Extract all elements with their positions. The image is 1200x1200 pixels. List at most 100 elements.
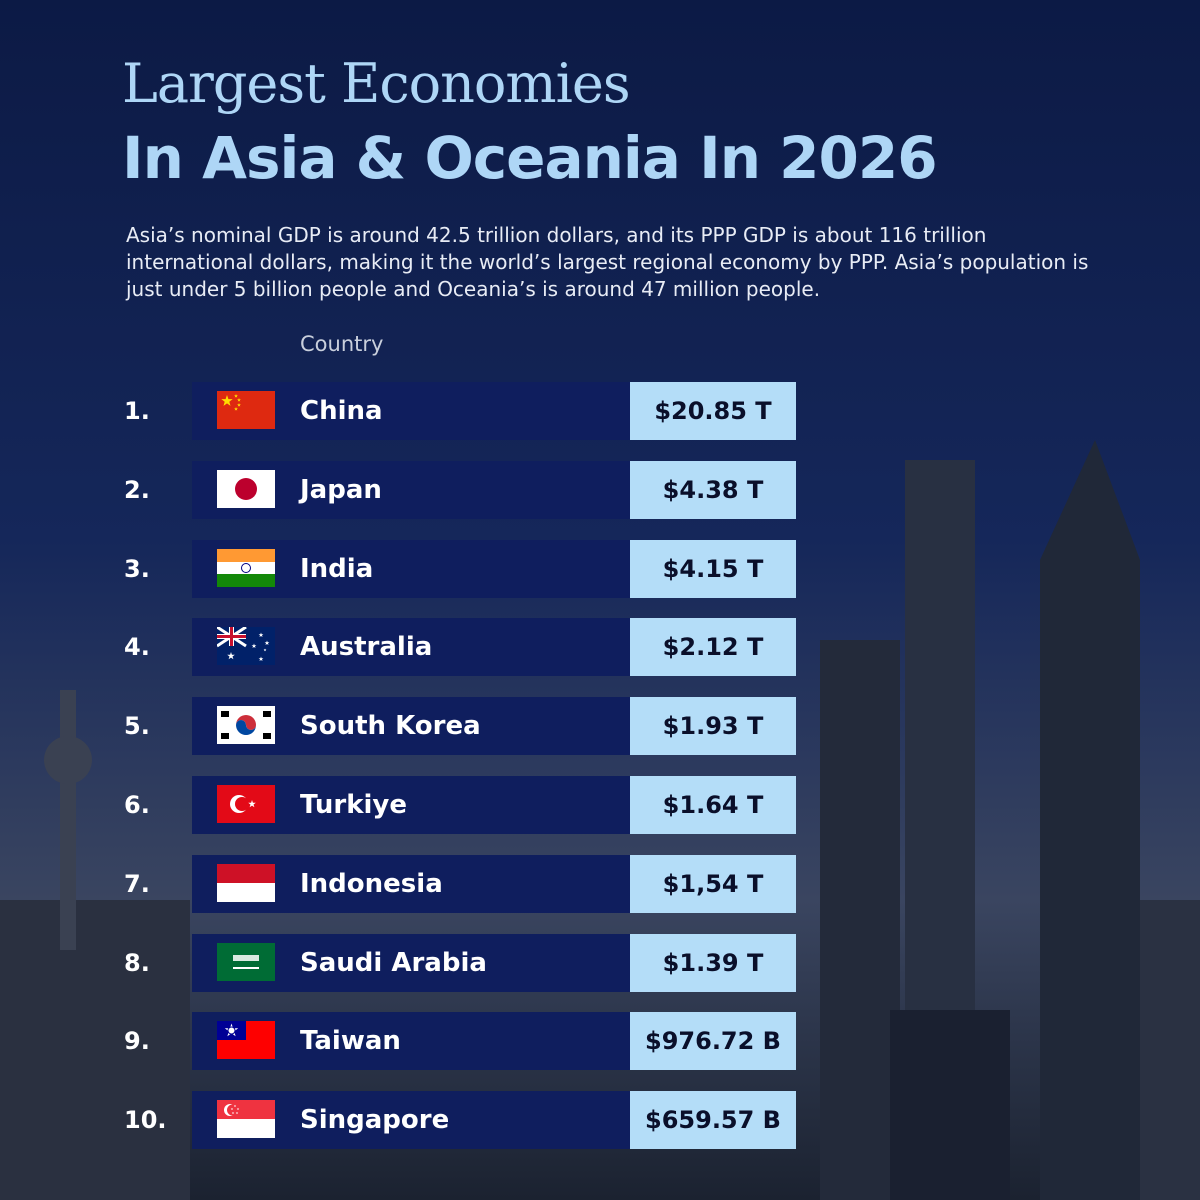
- table-row: 2. Japan $4.38 T: [0, 460, 1200, 519]
- flag-shape: [233, 966, 259, 969]
- flag: [217, 1100, 275, 1139]
- country-name: Taiwan: [300, 1026, 401, 1057]
- flag-shape: [236, 1107, 240, 1111]
- flag-shape: [217, 942, 275, 981]
- flag-shape: [236, 715, 256, 731]
- tower-sphere: [44, 736, 92, 784]
- flag-shape: [221, 711, 229, 718]
- rank: 3.: [124, 554, 150, 583]
- flag-shape: [258, 656, 264, 662]
- flag: [217, 391, 275, 429]
- rank: 4.: [124, 633, 150, 662]
- country-name: Australia: [300, 632, 433, 663]
- flag-shape: [231, 1111, 235, 1115]
- flag: [217, 785, 275, 823]
- building: [890, 1010, 1010, 1200]
- country-name: Turkiye: [300, 790, 407, 820]
- table-row: 6. Turkiye $1.64 T: [0, 776, 1200, 834]
- flag-shape: [234, 407, 238, 411]
- gdp-value: $4.15 T: [630, 539, 796, 598]
- flag-shape: [217, 573, 275, 587]
- gdp-value: $1.93 T: [630, 697, 796, 756]
- table-row: 3. India $4.15 T: [0, 539, 1200, 598]
- flag: [217, 548, 275, 587]
- flag-shape: [248, 800, 256, 808]
- flag: [217, 863, 275, 902]
- description: Asia’s nominal GDP is around 42.5 trilli…: [126, 223, 1089, 301]
- country-name: Japan: [300, 474, 382, 505]
- building: [1040, 440, 1140, 1200]
- flag-shape: [251, 643, 257, 649]
- flag: [217, 942, 275, 981]
- flag-shape: [237, 403, 241, 407]
- flag-shape: [241, 562, 251, 573]
- country-name: South Korea: [300, 711, 481, 742]
- flag-shape: [217, 882, 275, 902]
- country-name: India: [300, 553, 374, 584]
- flag-shape: [234, 394, 238, 398]
- gdp-value: $976.72 B: [630, 1012, 796, 1071]
- flag-shape: [217, 391, 275, 429]
- flag-shape: [233, 1104, 237, 1108]
- rank: 9.: [124, 1027, 150, 1056]
- flag-shape: [233, 954, 259, 961]
- title-line-2: In Asia & Oceania In 2026: [122, 124, 938, 192]
- flag-shape: [235, 477, 257, 500]
- flag-shape: [217, 548, 275, 562]
- flag-shape: [221, 395, 233, 406]
- rank: 5.: [124, 712, 150, 741]
- flag-shape: [235, 797, 249, 811]
- building: [0, 900, 190, 1200]
- flag-shape: [221, 733, 229, 740]
- flag: [217, 627, 275, 666]
- rank: 1.: [124, 397, 150, 425]
- country-name: China: [300, 396, 383, 426]
- flag-shape: [227, 652, 235, 660]
- rank: 10.: [124, 1106, 167, 1135]
- gdp-value: $1,54 T: [630, 854, 796, 913]
- gdp-value: $20.85 T: [630, 382, 796, 440]
- column-header: Country: [300, 332, 384, 356]
- flag-shape: [230, 1107, 234, 1111]
- flag-shape: [217, 863, 275, 883]
- flag-shape: [236, 720, 256, 736]
- table-row: 8. Saudi Arabia $1.39 T: [0, 933, 1200, 992]
- flag-shape: [263, 733, 271, 740]
- flag-shape: [217, 561, 275, 574]
- building: [1140, 900, 1200, 1200]
- flag: [217, 469, 275, 508]
- table-row: 10. Singapore $659.57 B: [0, 1091, 1200, 1150]
- table-row: 9. Taiwan $976.72 B: [0, 1012, 1200, 1071]
- gdp-value: $1.39 T: [630, 933, 796, 992]
- table-row: 5. South Korea $1.93 T: [0, 697, 1200, 756]
- flag-shape: [263, 711, 271, 718]
- gdp-value: $4.38 T: [630, 460, 796, 519]
- country-name: Saudi Arabia: [300, 947, 487, 978]
- flag-shape: [258, 632, 264, 638]
- country-name: Singapore: [300, 1105, 450, 1136]
- gdp-value: $1.64 T: [630, 776, 796, 834]
- country-name: Indonesia: [300, 868, 443, 899]
- flag-shape: [263, 648, 267, 652]
- table-row: 4. Australia $2.12 T: [0, 618, 1200, 677]
- flag-shape: [227, 1026, 236, 1035]
- gdp-value: $659.57 B: [630, 1091, 796, 1150]
- flag-shape: [237, 398, 241, 402]
- title-line-1: Largest Economies: [122, 52, 631, 115]
- rank: 7.: [124, 869, 150, 898]
- gdp-value: $2.12 T: [630, 618, 796, 677]
- table-row: 7. Indonesia $1,54 T: [0, 854, 1200, 913]
- flag: [217, 1021, 275, 1060]
- rank: 8.: [124, 948, 150, 977]
- flag-shape: [235, 1111, 239, 1115]
- flag-shape: [227, 1104, 238, 1116]
- rank: 6.: [124, 791, 150, 819]
- rank: 2.: [124, 475, 150, 504]
- building: [820, 640, 900, 1200]
- flag-shape: [217, 635, 246, 639]
- flag-shape: [217, 1119, 275, 1139]
- flag: [217, 706, 275, 745]
